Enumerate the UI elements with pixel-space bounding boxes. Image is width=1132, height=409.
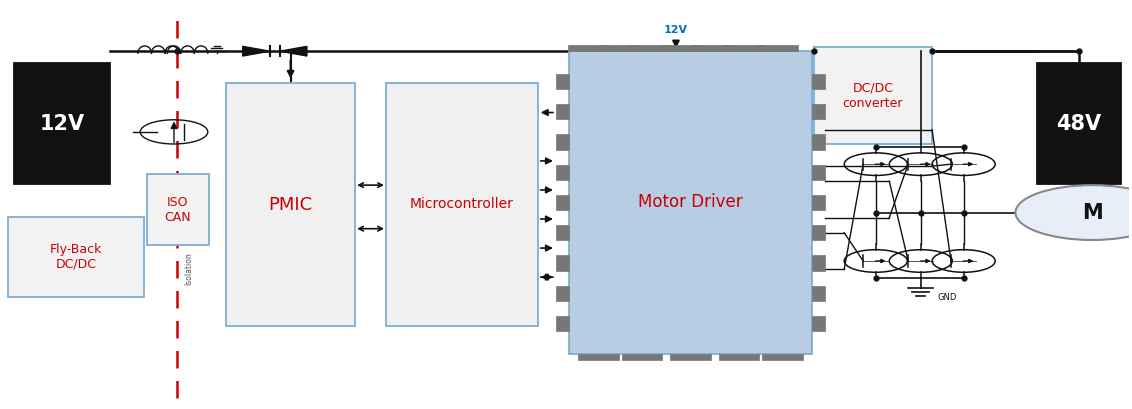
Bar — [692, 45, 732, 51]
Text: 48V: 48V — [1056, 114, 1101, 134]
Bar — [812, 285, 825, 301]
Bar — [812, 316, 825, 331]
Bar — [556, 255, 569, 271]
Bar — [762, 354, 803, 360]
Bar — [723, 45, 764, 51]
Polygon shape — [280, 46, 307, 56]
Bar — [660, 45, 701, 51]
Text: Isolation: Isolation — [185, 253, 194, 285]
Bar — [14, 63, 110, 184]
Bar — [812, 74, 825, 89]
Bar — [556, 104, 569, 119]
Polygon shape — [242, 46, 269, 56]
Bar — [812, 225, 825, 240]
Circle shape — [1015, 185, 1132, 240]
Text: 12V: 12V — [40, 114, 85, 134]
Bar — [812, 195, 825, 210]
Text: GND: GND — [937, 293, 957, 302]
Text: DC/DC
converter: DC/DC converter — [842, 81, 903, 110]
Bar — [1037, 63, 1122, 184]
Text: M: M — [1082, 202, 1103, 222]
Bar — [556, 74, 569, 89]
Bar — [757, 45, 798, 51]
Text: 12V: 12V — [663, 25, 688, 35]
Bar — [556, 164, 569, 180]
Text: Motor Driver: Motor Driver — [638, 193, 743, 211]
Bar — [386, 83, 538, 326]
Bar — [556, 225, 569, 240]
Bar — [812, 255, 825, 271]
Bar — [556, 316, 569, 331]
Bar — [147, 174, 209, 245]
Bar — [598, 45, 638, 51]
Bar — [8, 217, 144, 297]
Text: ISO
CAN: ISO CAN — [164, 196, 191, 224]
Bar — [719, 354, 760, 360]
Bar — [814, 47, 932, 144]
Bar — [812, 104, 825, 119]
Bar — [556, 134, 569, 150]
Bar — [568, 45, 609, 51]
Bar — [578, 354, 619, 360]
Bar — [629, 45, 669, 51]
Bar — [812, 164, 825, 180]
Text: Microcontroller: Microcontroller — [410, 198, 514, 211]
Bar — [569, 51, 812, 354]
Text: PMIC: PMIC — [268, 196, 312, 213]
Bar — [670, 354, 711, 360]
Bar — [812, 134, 825, 150]
Bar — [556, 285, 569, 301]
Bar — [225, 83, 355, 326]
Bar — [556, 195, 569, 210]
Bar — [621, 354, 662, 360]
Text: Fly-Back
DC/DC: Fly-Back DC/DC — [50, 243, 102, 271]
